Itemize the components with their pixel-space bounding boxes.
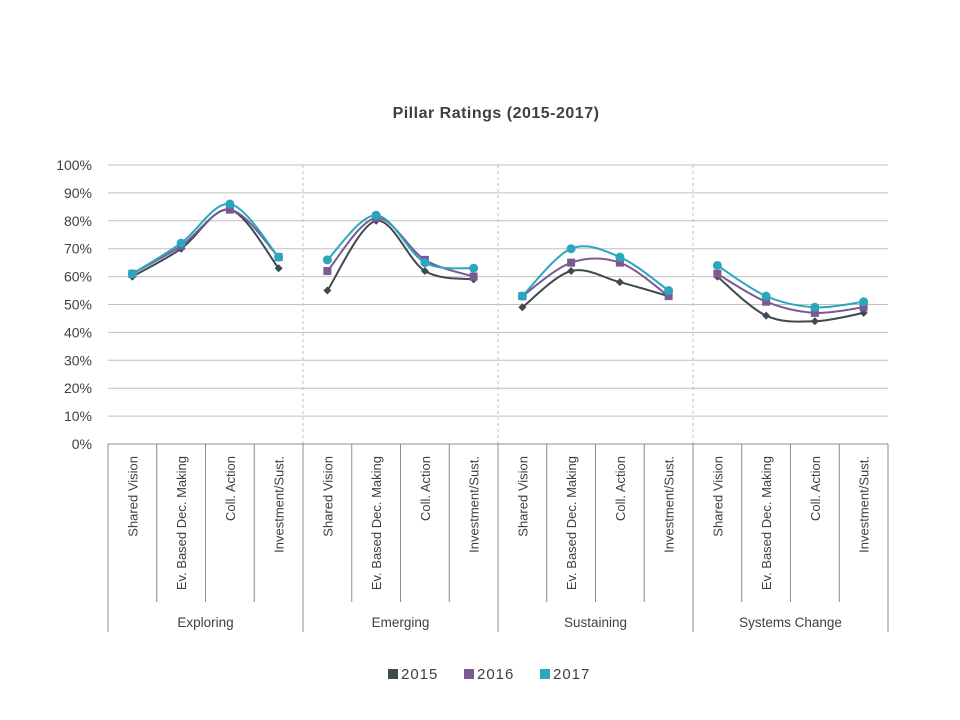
legend-label: 2016 — [477, 666, 514, 683]
data-point — [517, 291, 527, 301]
legend-item: 2015 — [388, 666, 438, 683]
data-point — [274, 264, 283, 273]
series-2015 — [128, 205, 868, 326]
data-point — [859, 297, 869, 307]
series-line-segment — [131, 203, 280, 275]
y-tick-label: 70% — [64, 241, 92, 257]
legend-item: 2016 — [464, 666, 514, 683]
legend: 2015 2016 2017 — [388, 666, 590, 683]
x-tick-label: Shared Vision — [125, 456, 140, 537]
legend-swatch — [388, 669, 398, 679]
data-point — [274, 252, 284, 262]
data-point — [713, 269, 722, 278]
series-line-segment — [326, 219, 474, 292]
data-point — [567, 267, 576, 276]
y-tick-label: 50% — [64, 297, 92, 313]
x-tick-label: Shared Vision — [710, 456, 725, 537]
legend-label: 2017 — [553, 666, 590, 683]
x-tick-label: Coll. Action — [418, 456, 433, 521]
data-point — [420, 267, 429, 276]
x-tick-label: Investment/Sust. — [857, 456, 872, 553]
x-tick-label: Ev. Based Dec. Making — [369, 456, 384, 590]
legend-swatch — [540, 669, 550, 679]
x-axis: Shared Vision Ev. Based Dec. Making Coll. … — [107, 443, 889, 632]
y-tick-label: 100% — [56, 157, 92, 173]
data-point — [664, 292, 673, 301]
y-tick-label: 60% — [64, 269, 92, 285]
data-point — [810, 302, 820, 312]
group-label: Systems Change — [739, 615, 842, 630]
data-point — [127, 269, 137, 279]
legend-item: 2017 — [540, 666, 590, 683]
data-point — [518, 303, 527, 312]
x-tick-label: Shared Vision — [515, 456, 530, 537]
chart-title: Pillar Ratings (2015-2017) — [393, 105, 600, 122]
series-line-segment — [521, 269, 669, 309]
y-tick-label: 0% — [72, 436, 92, 452]
y-tick-label: 40% — [64, 324, 92, 340]
group-label: Exploring — [177, 615, 233, 630]
data-point — [176, 238, 186, 248]
series-lines — [127, 199, 869, 326]
data-point — [859, 303, 868, 312]
data-point — [761, 291, 771, 301]
series-line-segment — [326, 214, 474, 270]
data-point — [810, 317, 819, 326]
y-tick-label: 20% — [64, 380, 92, 396]
x-tick-label: Ev. Based Dec. Making — [759, 456, 774, 590]
x-tick-label: Investment/Sust. — [272, 456, 287, 553]
data-point — [323, 267, 332, 276]
data-point — [225, 199, 235, 209]
data-point — [762, 297, 771, 306]
series-line-segment — [716, 275, 864, 323]
data-point — [469, 263, 479, 273]
y-tick-label: 10% — [64, 408, 92, 424]
y-tick-label: 90% — [64, 185, 92, 201]
group-label: Sustaining — [564, 615, 627, 630]
data-point — [322, 255, 332, 265]
x-tick-label: Investment/Sust. — [662, 456, 677, 553]
data-point — [469, 272, 478, 281]
data-point — [225, 205, 234, 214]
x-tick-label: Coll. Action — [223, 456, 238, 521]
x-tick-label: Investment/Sust. — [467, 456, 482, 553]
x-tick-label: Coll. Action — [808, 456, 823, 521]
data-point — [615, 252, 625, 262]
y-axis-ticks: 0% 10% 20% 30% 40% 50% 60% 70% 80% 90% 100% — [56, 157, 92, 452]
x-tick-label: Shared Vision — [320, 456, 335, 537]
data-point — [371, 210, 381, 220]
series-line-segment — [131, 208, 280, 275]
data-point — [615, 278, 624, 287]
x-tick-label: Coll. Action — [613, 456, 628, 521]
data-point — [664, 286, 674, 296]
data-point — [323, 286, 332, 295]
series-line-segment — [521, 257, 670, 297]
y-tick-label: 80% — [64, 213, 92, 229]
series-line-segment — [521, 245, 670, 297]
group-label: Emerging — [372, 615, 430, 630]
data-point — [615, 258, 624, 267]
data-point — [762, 311, 771, 320]
legend-swatch — [464, 669, 474, 679]
legend-label: 2015 — [401, 666, 438, 683]
x-tick-label: Ev. Based Dec. Making — [564, 456, 579, 590]
series-2017 — [127, 199, 869, 312]
data-point — [712, 260, 722, 270]
series-line-segment — [716, 272, 864, 314]
gridlines — [108, 164, 888, 445]
y-tick-label: 30% — [64, 352, 92, 368]
series-line-segment — [716, 264, 864, 309]
data-point — [420, 258, 430, 268]
x-tick-label: Ev. Based Dec. Making — [174, 456, 189, 590]
data-point — [810, 308, 819, 317]
data-point — [566, 244, 576, 254]
data-point — [567, 258, 576, 267]
